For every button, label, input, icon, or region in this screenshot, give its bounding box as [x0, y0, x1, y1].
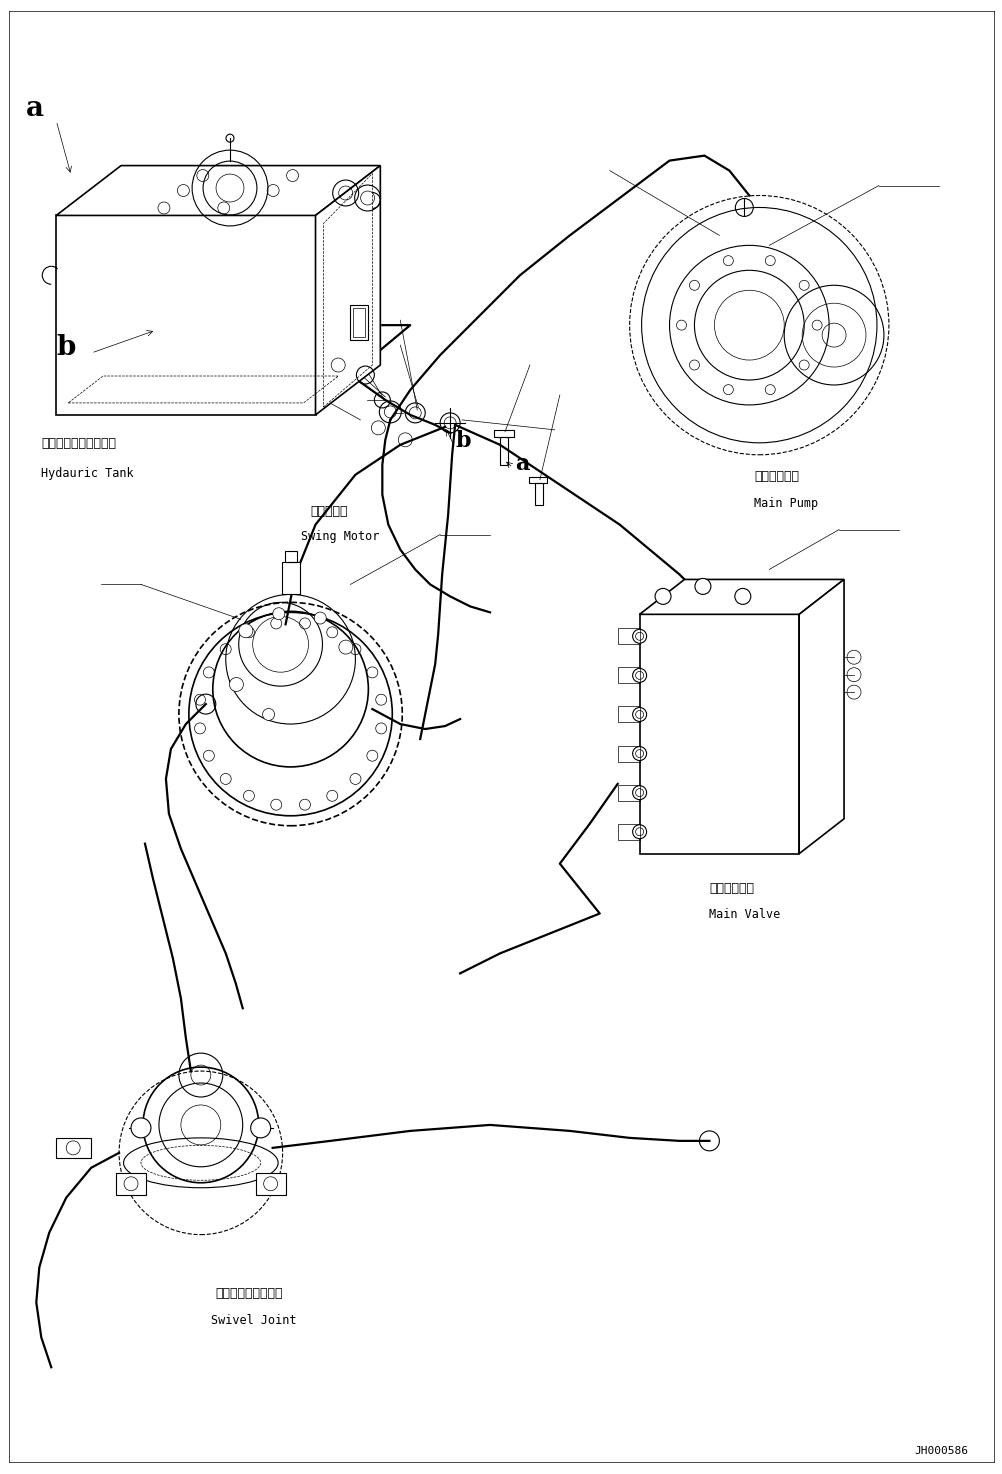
Text: JH000586: JH000586	[914, 1446, 968, 1456]
Circle shape	[203, 750, 214, 761]
Circle shape	[238, 624, 253, 638]
Circle shape	[327, 790, 338, 802]
Circle shape	[632, 825, 646, 839]
Circle shape	[327, 626, 338, 638]
Circle shape	[367, 750, 378, 761]
Text: a: a	[26, 94, 44, 122]
Text: Swing Motor: Swing Motor	[301, 529, 379, 542]
Bar	[116, 1173, 146, 1195]
Bar	[617, 784, 639, 800]
Circle shape	[300, 618, 310, 629]
Circle shape	[376, 694, 387, 705]
Circle shape	[632, 786, 646, 799]
Circle shape	[220, 644, 231, 654]
Circle shape	[300, 799, 310, 811]
Text: b: b	[455, 430, 470, 453]
Circle shape	[350, 644, 361, 654]
Circle shape	[194, 722, 205, 734]
Text: Hydauric Tank: Hydauric Tank	[41, 467, 134, 479]
Circle shape	[271, 618, 282, 629]
Circle shape	[367, 666, 378, 678]
Bar	[617, 628, 639, 644]
Circle shape	[250, 1117, 271, 1138]
Circle shape	[632, 746, 646, 761]
Bar	[353, 308, 365, 338]
Bar	[617, 746, 639, 762]
Circle shape	[632, 708, 646, 721]
Bar	[494, 430, 513, 436]
Text: a: a	[514, 453, 529, 475]
Bar	[500, 436, 507, 464]
Circle shape	[694, 578, 710, 594]
Circle shape	[273, 607, 285, 619]
Circle shape	[632, 668, 646, 682]
Text: メインポンプ: メインポンプ	[754, 470, 799, 482]
Bar	[285, 550, 297, 563]
Circle shape	[243, 626, 255, 638]
Polygon shape	[799, 579, 844, 853]
Circle shape	[220, 774, 231, 784]
Text: b: b	[56, 335, 75, 361]
Bar	[256, 1173, 286, 1195]
Polygon shape	[56, 215, 316, 414]
Circle shape	[131, 1117, 151, 1138]
Text: スイベルジョイント: スイベルジョイント	[215, 1287, 283, 1300]
Circle shape	[632, 629, 646, 643]
Circle shape	[376, 722, 387, 734]
Circle shape	[263, 709, 275, 721]
Bar	[350, 305, 368, 340]
Text: Main Valve: Main Valve	[708, 908, 780, 921]
Circle shape	[734, 588, 750, 604]
Text: Swivel Joint: Swivel Joint	[210, 1315, 296, 1328]
Circle shape	[350, 774, 361, 784]
Ellipse shape	[123, 1138, 278, 1188]
Circle shape	[339, 640, 353, 654]
Polygon shape	[639, 579, 844, 615]
Circle shape	[243, 790, 255, 802]
Polygon shape	[639, 615, 799, 853]
Bar	[617, 824, 639, 840]
Bar	[617, 706, 639, 722]
Circle shape	[654, 588, 670, 604]
Circle shape	[203, 666, 214, 678]
Bar	[534, 482, 542, 504]
Circle shape	[229, 678, 243, 691]
Text: メインバルブ: メインバルブ	[708, 881, 754, 895]
Polygon shape	[56, 165, 380, 215]
Bar	[617, 668, 639, 684]
Text: Main Pump: Main Pump	[754, 497, 818, 510]
Circle shape	[314, 612, 326, 624]
Bar	[528, 476, 546, 482]
Circle shape	[271, 799, 282, 811]
Bar	[282, 563, 300, 594]
Text: 旋回モータ: 旋回モータ	[311, 504, 348, 517]
Text: ハイドロリックタンク: ハイドロリックタンク	[41, 436, 116, 450]
Bar	[56, 1138, 91, 1159]
Polygon shape	[316, 165, 380, 414]
Circle shape	[194, 694, 205, 705]
